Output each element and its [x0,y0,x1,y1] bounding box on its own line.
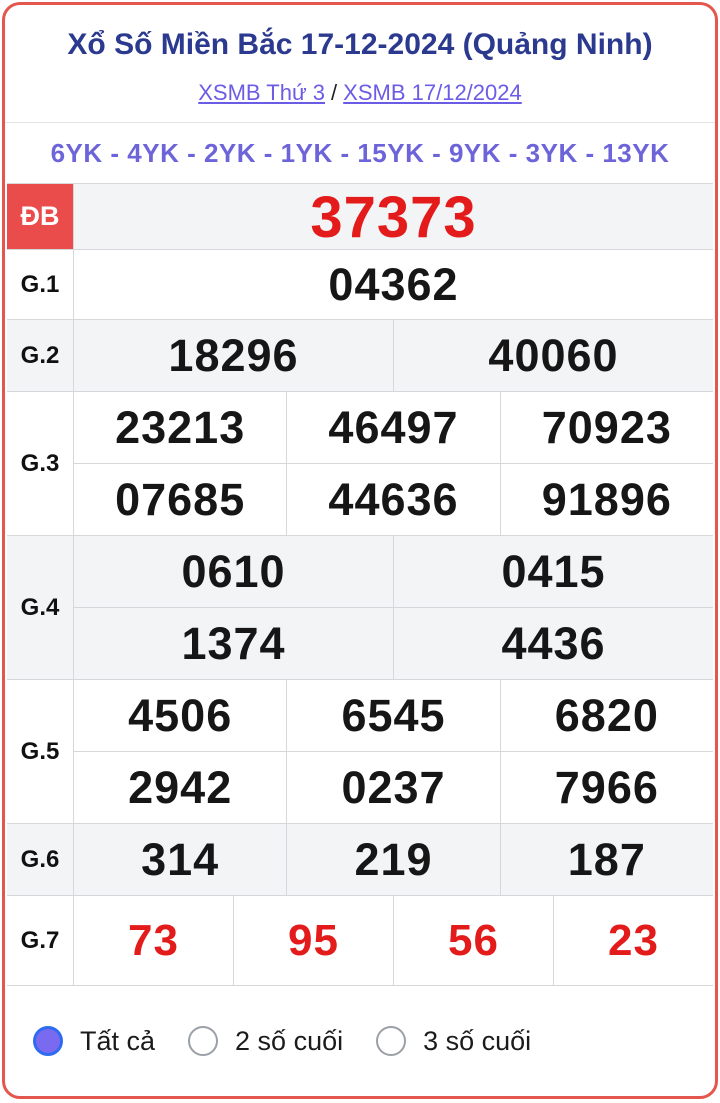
prize-number: 04362 [328,258,459,310]
prize-values: 4506 6545 6820 2942 0237 7966 [74,680,713,823]
prize-line: 314 219 187 [74,824,713,895]
filter-option-3[interactable]: 3 số cuối [376,1026,531,1057]
prize-line: 23213 46497 70923 [74,392,713,463]
prize-number: 7966 [499,752,713,823]
prize-line: 37373 [74,184,713,251]
link-xsmb-date[interactable]: XSMB 17/12/2024 [343,80,522,105]
prize-row-g7: G.7 73 95 56 23 [7,896,713,986]
prize-number: 40060 [393,320,713,391]
prize-row-g1: G.1 04362 [7,250,713,320]
page-title: Xổ Số Miền Bắc 17-12-2024 (Quảng Ninh) [67,28,653,61]
prize-line: 73 95 56 23 [74,896,713,985]
prize-label: G.2 [7,320,74,391]
prize-label: G.1 [7,250,74,319]
prize-number: 18296 [168,329,299,381]
prize-values: 23213 46497 70923 07685 44636 91896 [74,392,713,535]
header-divider [5,122,715,123]
prize-line: 2942 0237 7966 [74,751,713,823]
prize-number: 73 [128,915,179,965]
filter-label: 2 số cuối [235,1025,344,1056]
prize-line: 04362 [74,250,713,319]
prize-values: 37373 [74,184,713,251]
prize-row-g4: G.4 0610 0415 1374 4436 [7,536,713,680]
prize-values: 73 95 56 23 [74,896,713,985]
prize-line: 0610 0415 [74,536,713,607]
prize-number: 56 [393,896,553,985]
prize-number: 23213 [115,401,246,453]
prize-number: 0237 [286,752,499,823]
link-xsmb-weekday[interactable]: XSMB Thứ 3 [198,80,326,105]
prize-row-g6: G.6 314 219 187 [7,824,713,896]
prize-row-db: ĐB 37373 [7,184,713,250]
prize-values: 04362 [74,250,713,319]
prize-values: 18296 40060 [74,320,713,391]
prize-number: 95 [233,896,393,985]
prize-label: G.7 [7,896,74,985]
prize-row-g5: G.5 4506 6545 6820 2942 0237 7966 [7,680,713,824]
radio-unselected-icon[interactable] [188,1026,219,1056]
prize-line: 1374 4436 [74,607,713,679]
radio-selected-icon[interactable] [33,1026,63,1056]
prize-number: 44636 [286,464,499,535]
filter-label: Tất cả [80,1025,156,1056]
prize-number: 4506 [128,689,233,741]
prize-number: 2942 [128,761,233,813]
prize-line: 4506 6545 6820 [74,680,713,751]
prize-number: 70923 [499,392,713,463]
prize-number: 187 [499,824,713,895]
special-prize-badge: ĐB [7,184,74,249]
prize-number: 4436 [393,608,713,679]
prize-line: 18296 40060 [74,320,713,391]
prize-number: 91896 [499,464,713,535]
prize-number: 23 [553,896,713,985]
prize-number: 314 [141,833,220,885]
prize-label: G.6 [7,824,74,895]
prize-number: 1374 [181,617,286,669]
filter-label: 3 số cuối [423,1025,532,1056]
prize-number: 0610 [181,545,286,597]
breadcrumb: XSMB Thứ 3/XSMB 17/12/2024 [5,80,715,106]
filter-option-2[interactable]: 2 số cuối [188,1026,343,1057]
prize-number: 37373 [310,185,477,250]
prize-label: G.5 [7,680,74,823]
filter-bar: Tất cả 2 số cuối 3 số cuối [5,986,715,1096]
breadcrumb-separator: / [331,80,338,105]
header: Xổ Số Miền Bắc 17-12-2024 (Quảng Ninh) X… [5,5,715,183]
prize-row-g2: G.2 18296 40060 [7,320,713,392]
prize-row-g3: G.3 23213 46497 70923 07685 44636 91896 [7,392,713,536]
prize-line: 07685 44636 91896 [74,463,713,535]
prize-number: 219 [286,824,499,895]
prize-number: 46497 [286,392,499,463]
loto-codes: 6YK - 4YK - 2YK - 1YK - 15YK - 9YK - 3YK… [50,138,670,168]
prize-number: 07685 [115,473,246,525]
results-table: ĐB 37373 G.1 04362 G.2 18296 40060 G.3 23213 4649… [7,183,713,986]
radio-unselected-icon[interactable] [376,1026,407,1056]
prize-values: 314 219 187 [74,824,713,895]
prize-label: G.4 [7,536,74,679]
prize-values: 0610 0415 1374 4436 [74,536,713,679]
prize-label: G.3 [7,392,74,535]
prize-number: 6545 [286,680,499,751]
prize-number: 0415 [393,536,713,607]
prize-number: 6820 [499,680,713,751]
filter-option-1[interactable]: Tất cả [33,1026,155,1057]
